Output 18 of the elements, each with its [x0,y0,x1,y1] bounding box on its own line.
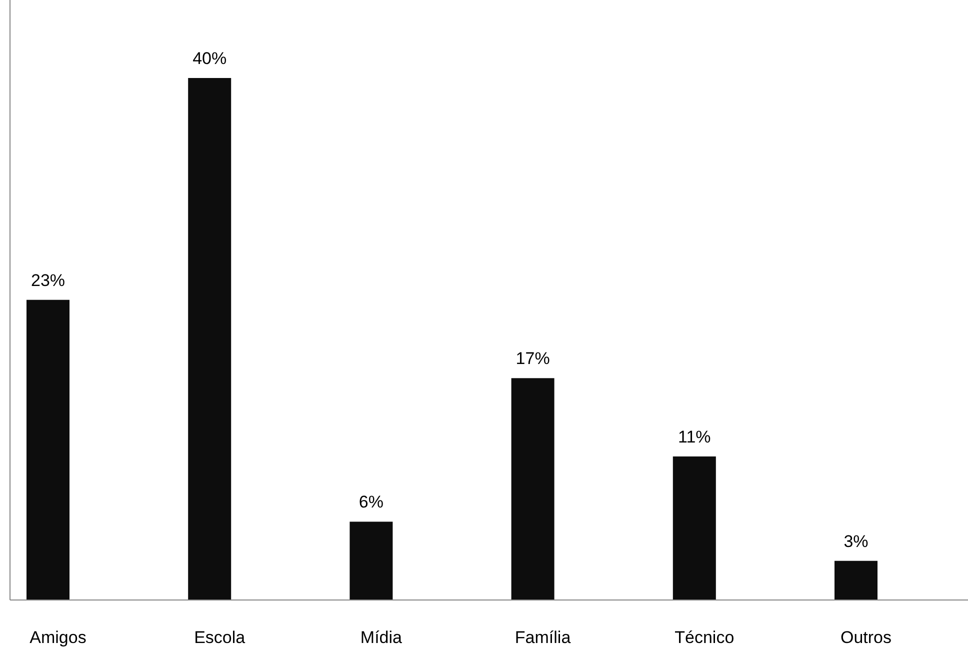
bar [672,456,716,600]
bar [26,300,70,600]
data-label: 17% [516,349,550,368]
data-label: 40% [192,49,227,68]
x-tick-label: Família [514,628,572,647]
bar [188,78,232,600]
bar [511,378,554,600]
data-label: 11% [678,427,711,446]
bar [834,560,878,600]
x-tick-label: Outros [840,628,892,647]
bar [350,522,393,600]
x-tick-label: Amigos [30,628,86,647]
data-label: 23% [30,270,66,290]
data-label: 3% [844,532,868,551]
x-tick-label: Escola [194,628,246,647]
x-tick-label: Mídia [360,628,403,647]
x-tick-label: Técnico [674,628,734,647]
data-label: 6% [358,492,384,512]
